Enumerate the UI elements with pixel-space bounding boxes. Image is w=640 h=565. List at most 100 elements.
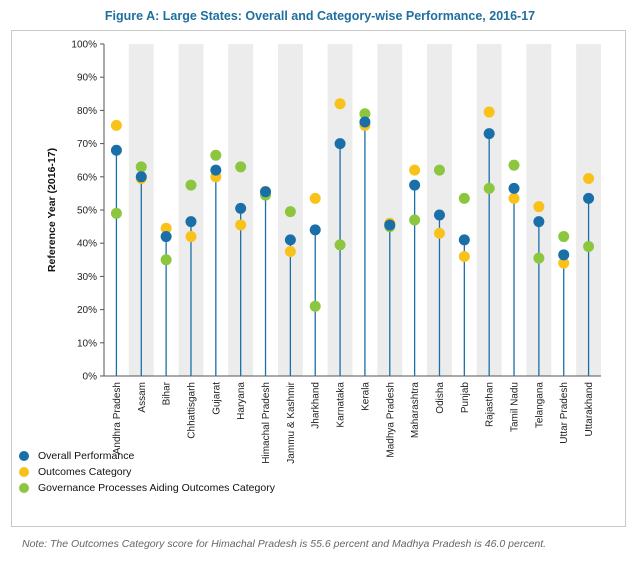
- x-tick-label: Uttar Pradesh: [559, 382, 570, 444]
- overall-point: [210, 164, 222, 176]
- governance-point: [160, 254, 172, 266]
- x-tick-label: Assam: [137, 382, 148, 413]
- overall-point: [110, 144, 122, 156]
- x-tick-label: Odisha: [435, 382, 446, 414]
- overall-point: [235, 202, 247, 214]
- x-tick-label: Andhra Pradesh: [112, 382, 123, 454]
- overall-point: [583, 192, 595, 204]
- y-axis-label: Reference Year (2016-17): [46, 148, 58, 272]
- x-tick-label: Bihar: [162, 381, 173, 405]
- x-tick-label: Maharashtra: [410, 382, 421, 439]
- x-tick-label: Rajasthan: [485, 382, 496, 427]
- governance-point: [483, 182, 495, 194]
- governance-point: [135, 161, 147, 173]
- governance-point: [558, 231, 570, 243]
- outcomes-point: [409, 164, 421, 176]
- outcomes-point: [235, 219, 247, 231]
- overall-point: [334, 138, 346, 150]
- governance-point: [110, 207, 122, 219]
- x-tick-label: Kerala: [360, 382, 371, 411]
- x-tick-label: Telangana: [534, 382, 545, 429]
- x-tick-label: Tamil Nadu: [510, 382, 521, 432]
- outcomes-point: [433, 227, 445, 239]
- footnote: Note: The Outcomes Category score for Hi…: [22, 538, 547, 550]
- outcomes-point: [309, 192, 321, 204]
- overall-point: [558, 249, 570, 261]
- governance-point: [334, 239, 346, 251]
- x-axis-labels: Andhra Pradesh Assam Bihar Chhattisgarh Guja…: [112, 381, 595, 463]
- x-tick-label: Haryana: [236, 382, 247, 420]
- y-tick-label: 100%: [71, 40, 97, 51]
- y-tick-label: 70%: [77, 139, 97, 150]
- points: [110, 98, 595, 312]
- x-tick-label: Jammu & Kashmir: [286, 381, 297, 463]
- governance-point: [433, 164, 445, 176]
- legend-item-outcomes: Outcomes Category: [19, 464, 275, 480]
- governance-point: [458, 192, 470, 204]
- y-tick-label: 90%: [77, 73, 97, 84]
- governance-point: [185, 179, 197, 191]
- outcomes-point: [558, 257, 570, 269]
- y-tick-label: 20%: [77, 305, 97, 316]
- x-tick-label: Punjab: [460, 382, 471, 414]
- x-tick-label: Jharkhand: [311, 382, 322, 429]
- overall-point: [483, 128, 495, 140]
- y-tick-label: 10%: [77, 338, 97, 349]
- governance-point: [284, 206, 296, 218]
- x-tick-label: Madhya Pradesh: [385, 382, 396, 458]
- y-tick-label: 50%: [77, 206, 97, 217]
- x-tick-label: Gujarat: [211, 382, 222, 415]
- overall-point: [359, 116, 371, 128]
- legend: Overall Performance Outcomes Category Go…: [19, 448, 275, 496]
- overall-dot-icon: [19, 451, 29, 461]
- x-tick-label: Chhattisgarh: [186, 382, 197, 439]
- overall-point: [135, 171, 147, 183]
- overall-point: [409, 179, 421, 191]
- overall-point: [433, 209, 445, 221]
- y-tick-label: 60%: [77, 172, 97, 183]
- outcomes-point: [508, 192, 520, 204]
- y-tick-label: 30%: [77, 272, 97, 283]
- legend-label: Governance Processes Aiding Outcomes Cat…: [38, 482, 275, 494]
- legend-item-governance: Governance Processes Aiding Outcomes Cat…: [19, 480, 275, 496]
- outcomes-point: [334, 98, 346, 110]
- governance-point: [508, 159, 520, 171]
- governance-point: [583, 241, 595, 253]
- governance-point: [533, 252, 545, 264]
- x-tick-label: Himachal Pradesh: [261, 382, 272, 464]
- governance-dot-icon: [19, 483, 29, 493]
- outcomes-point: [583, 172, 595, 184]
- x-tick-label: Uttarakhand: [584, 382, 595, 436]
- governance-point: [309, 300, 321, 312]
- chart-title: Figure A: Large States: Overall and Cate…: [104, 9, 536, 23]
- outcomes-point: [110, 119, 122, 131]
- outcomes-point: [533, 201, 545, 213]
- overall-point: [384, 219, 396, 231]
- chart-frame: [11, 30, 626, 527]
- governance-point: [210, 149, 222, 161]
- overall-point: [533, 216, 545, 228]
- y-axis: 0% 10% 20% 30% 40% 50% 60% 70% 80% 90% 100%: [71, 40, 601, 383]
- overall-point: [160, 231, 172, 243]
- x-tick-label: Karnataka: [336, 382, 347, 428]
- governance-point: [409, 214, 421, 226]
- governance-point: [235, 161, 247, 173]
- outcomes-dot-icon: [19, 467, 29, 477]
- outcomes-point: [483, 106, 495, 118]
- overall-point: [458, 234, 470, 246]
- legend-label: Overall Performance: [38, 450, 135, 462]
- legend-label: Outcomes Category: [38, 466, 132, 478]
- overall-point: [260, 186, 272, 198]
- legend-item-overall: Overall Performance: [19, 448, 275, 464]
- overall-point: [309, 224, 321, 236]
- outcomes-point: [458, 250, 470, 262]
- outcomes-point: [160, 222, 172, 234]
- y-tick-label: 80%: [77, 106, 97, 117]
- y-tick-label: 0%: [83, 372, 98, 383]
- overall-point: [508, 182, 520, 194]
- overall-point: [185, 216, 197, 228]
- outcomes-point: [185, 231, 197, 243]
- outcomes-point: [284, 246, 296, 257]
- governance-point: [359, 108, 371, 120]
